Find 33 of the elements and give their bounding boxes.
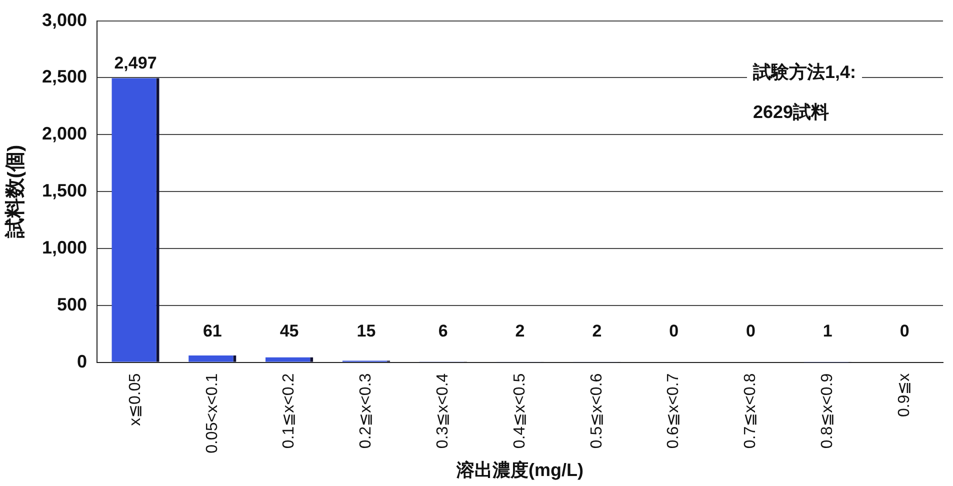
y-tick-label: 2,000: [42, 124, 88, 144]
x-tick-label: 0.7≦x<0.8: [742, 373, 760, 449]
y-tick-label: 500: [56, 294, 88, 314]
data-label: 2: [515, 322, 525, 341]
data-label: 2,497: [114, 53, 157, 72]
x-tick-label: 0.5≦x<0.6: [588, 373, 606, 449]
x-tick-label: 0.9≦x: [896, 373, 913, 417]
x-tick-label: 0.4≦x<0.5: [511, 373, 528, 449]
y-axis-title: 試料数(個): [4, 144, 27, 240]
y-tick-label: 0: [77, 351, 88, 372]
data-label: 61: [202, 322, 222, 341]
data-label: 15: [356, 322, 376, 341]
x-tick-label: 0.8≦x<0.9: [819, 373, 836, 449]
y-tick-label: 1,000: [42, 237, 88, 258]
data-label: 0: [900, 322, 910, 341]
data-label: 2: [592, 322, 602, 341]
x-tick-label: 0.6≦x<0.7: [665, 373, 682, 449]
data-label: 1: [822, 322, 832, 341]
x-tick-label: 0.2≦x<0.3: [358, 373, 375, 449]
x-tick-label: 0.05<x<0.1: [204, 373, 221, 454]
data-label: 0: [746, 322, 756, 341]
data-label: 45: [280, 322, 299, 341]
x-tick-label: x≦0.05: [126, 373, 144, 426]
data-label: 0: [669, 322, 679, 341]
x-axis-title: 溶出濃度(mg/L): [456, 460, 584, 480]
y-tick-label: 2,500: [42, 66, 88, 87]
y-tick-label: 1,500: [42, 180, 88, 201]
annotation: 2629試料: [753, 102, 830, 122]
annotation: 試験方法1,4:: [752, 62, 856, 82]
y-tick-label: 3,000: [42, 10, 88, 30]
data-label: 6: [438, 322, 448, 341]
x-tick-label: 0.1≦x<0.2: [280, 373, 298, 449]
x-tick-label: 0.3≦x<0.4: [434, 373, 452, 449]
